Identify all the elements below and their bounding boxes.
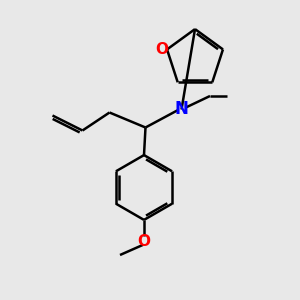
Text: O: O <box>155 42 168 57</box>
Text: N: N <box>175 100 188 118</box>
Text: O: O <box>137 234 151 249</box>
